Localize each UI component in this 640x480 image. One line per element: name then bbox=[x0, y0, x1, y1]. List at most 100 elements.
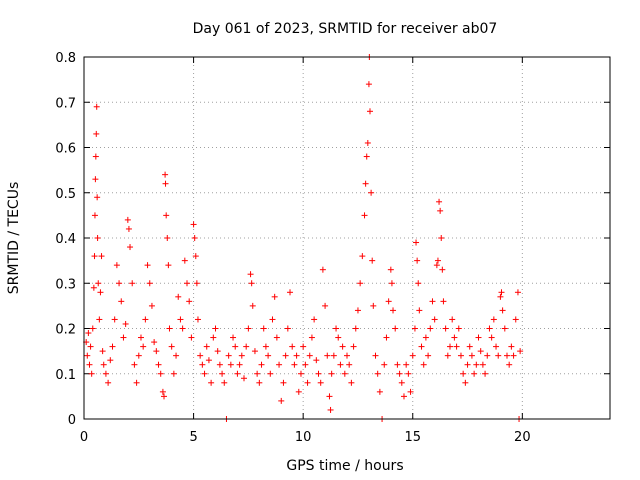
data-point bbox=[344, 352, 350, 359]
data-point bbox=[144, 262, 151, 269]
data-point bbox=[214, 348, 221, 355]
data-point bbox=[151, 339, 158, 346]
data-point bbox=[392, 325, 399, 332]
data-point bbox=[447, 343, 454, 350]
data-point bbox=[453, 343, 460, 350]
data-point bbox=[376, 388, 383, 395]
data-point bbox=[289, 343, 296, 350]
data-point bbox=[499, 307, 506, 314]
data-point bbox=[514, 289, 521, 296]
y-axis-title: SRMTID / TECUs bbox=[6, 182, 22, 295]
data-point bbox=[194, 316, 201, 323]
data-point bbox=[184, 280, 191, 287]
data-point bbox=[193, 280, 200, 287]
data-point bbox=[116, 280, 123, 287]
data-point bbox=[153, 348, 160, 355]
data-point bbox=[175, 293, 182, 300]
data-point bbox=[91, 253, 98, 260]
data-point bbox=[495, 352, 502, 359]
data-point bbox=[383, 334, 390, 341]
data-point bbox=[396, 370, 403, 377]
data-point bbox=[411, 325, 418, 332]
data-point bbox=[350, 343, 357, 350]
data-point bbox=[173, 352, 180, 359]
data-point bbox=[163, 212, 170, 219]
data-point bbox=[118, 298, 125, 305]
data-point bbox=[170, 370, 177, 377]
data-point bbox=[269, 316, 276, 323]
data-point bbox=[230, 334, 237, 341]
data-points bbox=[83, 54, 524, 422]
data-point bbox=[442, 325, 449, 332]
data-point bbox=[203, 343, 210, 350]
data-point bbox=[84, 352, 91, 359]
data-point bbox=[324, 352, 331, 359]
data-point bbox=[210, 334, 217, 341]
data-point bbox=[304, 379, 311, 386]
y-tick-label: 0.3 bbox=[55, 277, 76, 292]
data-point bbox=[498, 289, 505, 296]
data-point bbox=[317, 379, 324, 386]
data-point bbox=[414, 257, 421, 264]
data-point bbox=[160, 393, 167, 400]
data-point bbox=[188, 334, 195, 341]
data-point bbox=[92, 153, 99, 160]
data-point bbox=[449, 316, 456, 323]
data-point bbox=[86, 361, 93, 368]
data-point bbox=[493, 343, 500, 350]
data-point bbox=[370, 302, 377, 309]
data-point bbox=[166, 325, 173, 332]
data-point bbox=[488, 334, 495, 341]
x-tick-label: 10 bbox=[295, 430, 312, 445]
data-point bbox=[177, 316, 184, 323]
data-point bbox=[278, 397, 285, 404]
data-point bbox=[88, 370, 95, 377]
data-point bbox=[92, 176, 99, 183]
data-point bbox=[367, 108, 374, 115]
data-point bbox=[398, 379, 405, 386]
data-point bbox=[381, 361, 388, 368]
data-point bbox=[282, 352, 289, 359]
y-tick-label: 0.5 bbox=[55, 187, 76, 202]
data-point bbox=[341, 370, 348, 377]
data-point bbox=[501, 325, 508, 332]
data-point bbox=[425, 352, 432, 359]
data-point bbox=[490, 316, 497, 323]
data-point bbox=[219, 370, 226, 377]
data-point bbox=[433, 262, 440, 269]
data-point bbox=[265, 352, 272, 359]
data-point bbox=[464, 361, 471, 368]
data-point bbox=[400, 393, 407, 400]
data-point bbox=[98, 253, 105, 260]
data-point bbox=[120, 334, 127, 341]
data-point bbox=[460, 370, 467, 377]
data-point bbox=[348, 379, 355, 386]
data-point bbox=[497, 293, 504, 300]
axis-ticks: 0 0.1 0.2 0.3 0.4 0.5 0.6 0.7 0.8 0 5 10 15 20 bbox=[55, 51, 610, 445]
data-point bbox=[510, 352, 517, 359]
data-point bbox=[330, 352, 337, 359]
data-point bbox=[140, 343, 147, 350]
data-point bbox=[105, 379, 112, 386]
data-point bbox=[125, 225, 132, 232]
data-point bbox=[205, 357, 212, 364]
data-point bbox=[415, 280, 422, 287]
data-point bbox=[477, 348, 484, 355]
data-point bbox=[240, 375, 247, 382]
data-point bbox=[422, 334, 429, 341]
data-point bbox=[455, 325, 462, 332]
data-point bbox=[155, 361, 162, 368]
y-tick-label: 0.7 bbox=[55, 96, 76, 111]
data-point bbox=[254, 370, 261, 377]
data-point bbox=[91, 212, 98, 219]
data-point bbox=[293, 352, 300, 359]
data-point bbox=[319, 266, 326, 273]
data-point bbox=[364, 139, 371, 146]
data-point bbox=[262, 343, 269, 350]
data-point bbox=[225, 352, 232, 359]
data-point bbox=[159, 388, 166, 395]
data-point bbox=[506, 361, 513, 368]
data-point bbox=[227, 361, 234, 368]
data-point bbox=[471, 370, 478, 377]
data-point bbox=[232, 343, 239, 350]
